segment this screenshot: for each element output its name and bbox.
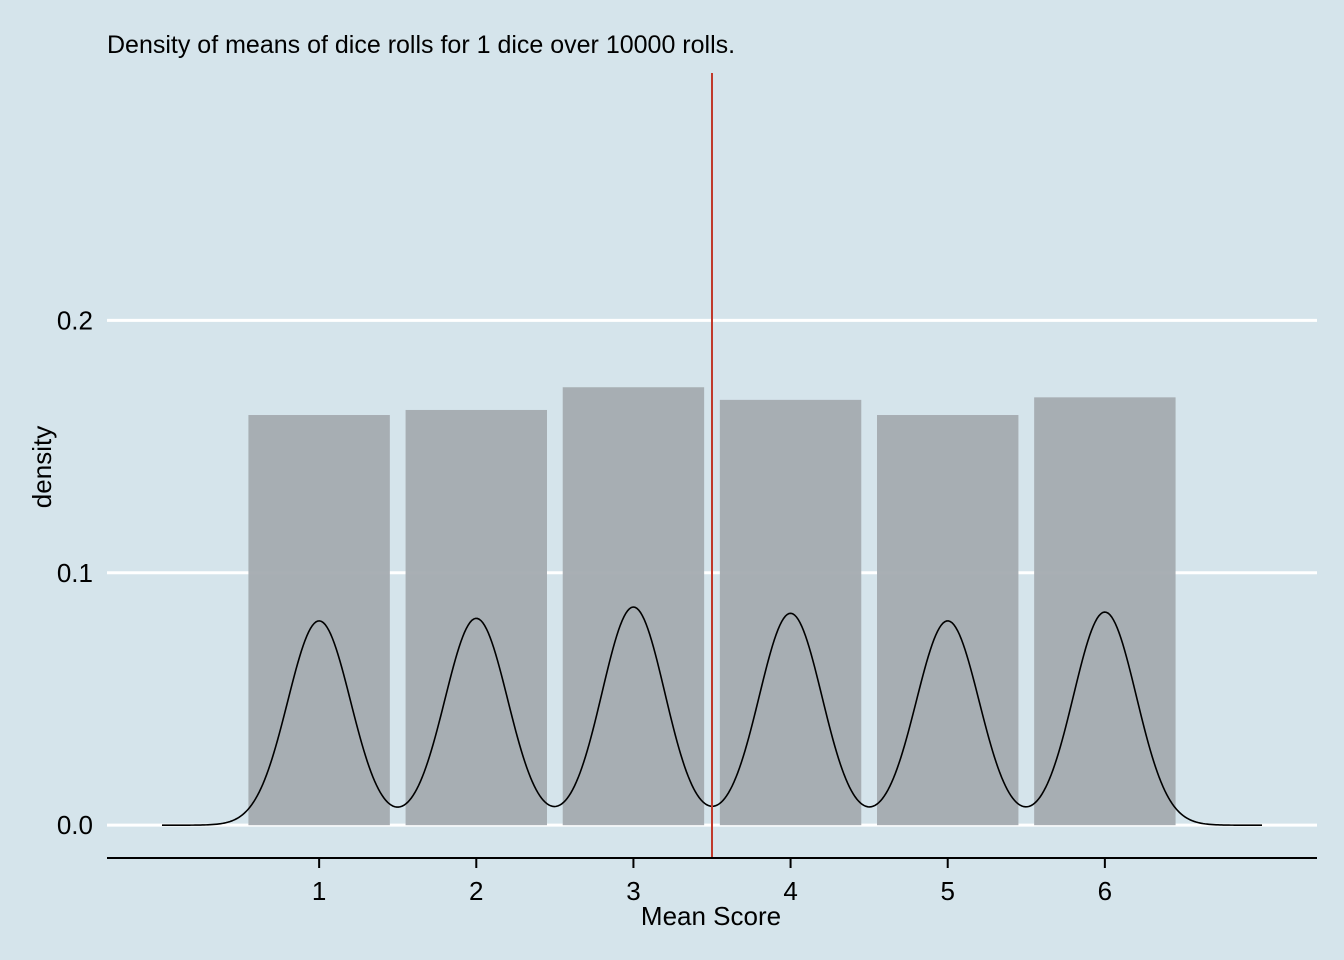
x-tick-label: 1 [312,876,326,906]
x-tick-label: 5 [940,876,954,906]
y-axis-title: density [27,426,57,508]
x-tick-label: 3 [626,876,640,906]
x-axis-title: Mean Score [641,901,781,931]
tick-labels: 1 2 3 4 5 6 0.0 0.1 0.2 [57,305,1112,906]
x-tick-label: 6 [1098,876,1112,906]
chart-title: Density of means of dice rolls for 1 dic… [107,31,735,59]
y-tick-label: 0.0 [57,810,93,840]
x-tick-label: 4 [783,876,797,906]
y-tick-label: 0.2 [57,305,93,335]
y-tick-label: 0.1 [57,558,93,588]
x-tick-label: 2 [469,876,483,906]
